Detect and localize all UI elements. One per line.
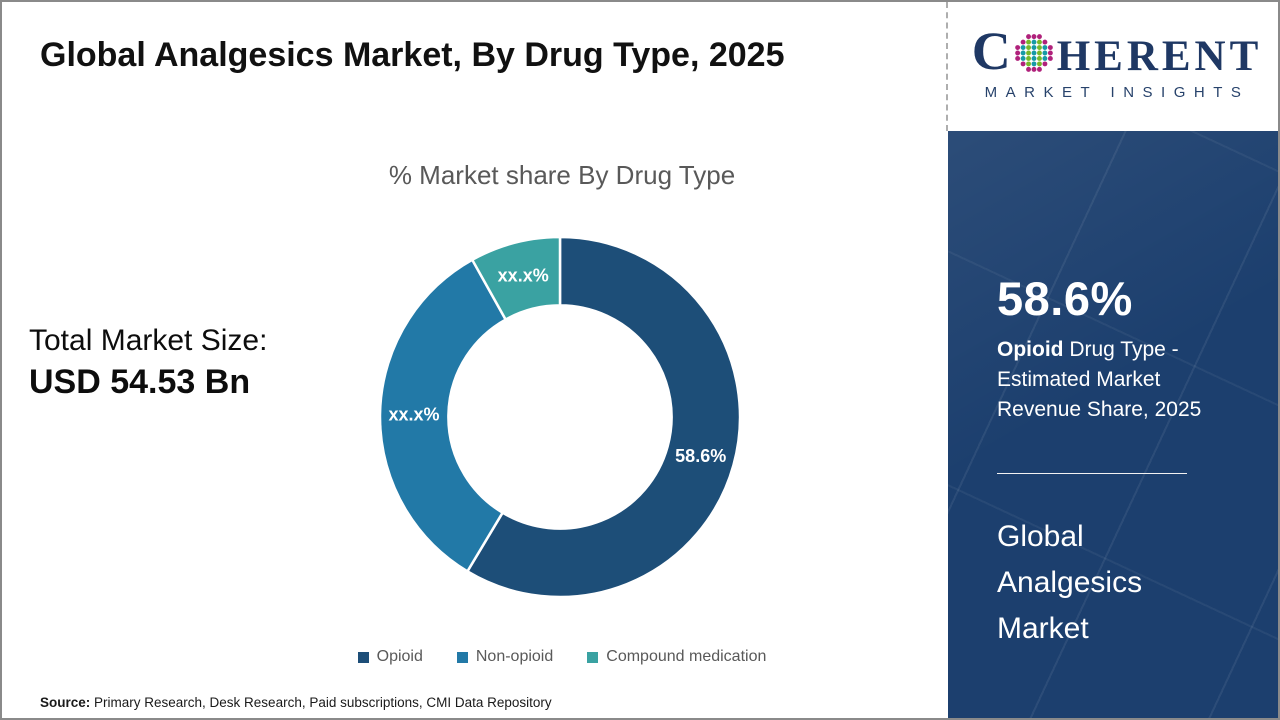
source-text: Primary Research, Desk Research, Paid su… [90,695,552,710]
coherent-globe-icon [1014,34,1053,72]
share-description: Opioid Drug Type - Estimated Market Reve… [997,335,1222,425]
slice-value-label-compound-medication: xx.x% [498,266,549,286]
donut-chart: 58.6% xx.x% xx.x% [378,235,742,599]
legend-item-compound-medication: Compound medication [587,648,766,666]
logo-wordmark: C HERENT [972,24,1263,78]
share-value: 58.6% [997,272,1133,325]
page-title: Global Analgesics Market, By Drug Type, … [40,36,785,74]
total-market-size-label: Total Market Size: [29,324,268,357]
donut-slice-non-opioid [378,258,508,574]
legend-item-opioid: Opioid [357,648,423,666]
legend-item-non-opioid: Non-opioid [456,648,554,666]
legend-label-opioid: Opioid [376,648,423,665]
logo-wordmark-rest: HERENT [1056,33,1263,80]
slice-value-label-opioid: 58.6% [675,446,726,466]
legend-label-compound-medication: Compound medication [606,648,767,665]
highlight-sidebar: 58.6% Opioid Drug Type - Estimated Marke… [948,131,1278,718]
logo-separator-dashed-line [946,2,948,131]
logo-subtitle: MARKET INSIGHTS [984,84,1250,101]
donut-slice-opioid [465,235,742,599]
logo-letter-c: C [971,21,1013,81]
legend-label-non-opioid: Non-opioid [475,648,554,665]
legend-marker-opioid [357,651,369,663]
total-market-size-block: Total Market Size: USD 54.53 Bn [29,324,267,402]
legend-marker-compound-medication [587,651,599,663]
share-description-term: Opioid [997,338,1064,361]
total-market-size-value: USD 54.53 Bn [29,363,251,401]
chart-subtitle: % Market share By Drug Type [388,160,736,190]
legend-marker-non-opioid [456,651,468,663]
coherent-logo: C HERENT MARKET INSIGHTS [962,24,1272,124]
market-name: Global Analgesics Market [997,520,1143,645]
slice-value-label-non-opioid: xx.x% [388,405,439,425]
source-line: Source: Primary Research, Desk Research,… [40,695,552,710]
sidebar-divider [997,473,1187,474]
share-description-rest: Drug Type - Estimated Market Revenue Sha… [997,338,1202,421]
donut-slice-compound-medication [470,235,562,322]
source-label: Source: [40,695,91,710]
chart-legend: Opioid Non-opioid Compound medication [172,648,952,666]
